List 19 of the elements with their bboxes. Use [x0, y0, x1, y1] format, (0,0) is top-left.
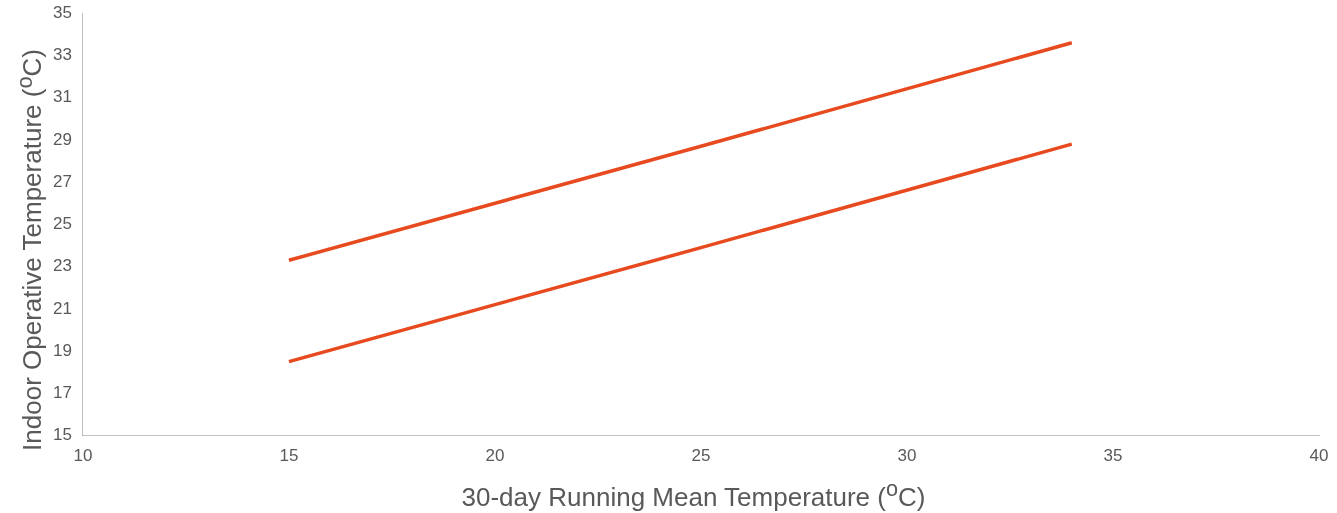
x-tick-label: 30 — [897, 446, 917, 466]
x-axis-title: 30-day Running Mean Temperature ($^{o}$C) — [460, 476, 927, 513]
y-tick-label: 31 — [52, 87, 72, 107]
y-tick-label: 33 — [52, 45, 72, 65]
x-tick-label: 25 — [691, 446, 711, 466]
y-tick-label: 25 — [52, 214, 72, 234]
y-tick-label: 27 — [52, 171, 72, 191]
y-tick-label: 35 — [52, 2, 72, 22]
y-tick-label: 17 — [52, 383, 72, 403]
x-tick-label: 40 — [1309, 446, 1329, 466]
y-tick-label: 29 — [52, 129, 72, 149]
x-tick-label: 10 — [73, 446, 93, 466]
x-tick-label: 35 — [1103, 446, 1123, 466]
x-tick-label: 20 — [485, 446, 505, 466]
x-tick-label: 15 — [279, 446, 299, 466]
y-tick-label: 15 — [52, 425, 72, 445]
y-tick-label: 19 — [52, 340, 72, 360]
y-tick-label: 23 — [52, 256, 72, 276]
y-tick-label: 21 — [52, 298, 72, 318]
